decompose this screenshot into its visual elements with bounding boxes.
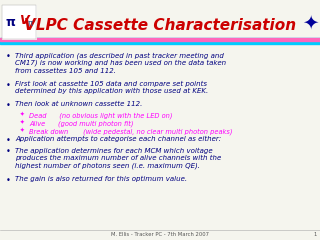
Bar — [2, 5, 36, 39]
Text: ✦: ✦ — [20, 128, 24, 133]
Text: •: • — [5, 52, 11, 61]
Text: •: • — [5, 148, 11, 156]
Text: Application attempts to categorise each channel as either:: Application attempts to categorise each … — [15, 136, 221, 142]
Text: •: • — [5, 136, 11, 145]
Text: ✦: ✦ — [20, 112, 24, 117]
Text: π: π — [5, 16, 15, 29]
Bar — [0, 38, 320, 44]
Text: Dead      (no obvious light with the LED on): Dead (no obvious light with the LED on) — [29, 112, 172, 119]
Text: Third application (as described in past tracker meeting and
CM17) is now working: Third application (as described in past … — [15, 52, 226, 74]
Text: π: π — [28, 19, 33, 29]
Text: Break down       (wide pedestal, no clear multi photon peaks): Break down (wide pedestal, no clear mult… — [29, 128, 233, 135]
Text: •: • — [5, 80, 11, 90]
Text: The gain is also returned for this optimum value.: The gain is also returned for this optim… — [15, 176, 187, 182]
Text: M. Ellis - Tracker PC - 7th March 2007: M. Ellis - Tracker PC - 7th March 2007 — [111, 233, 209, 238]
Text: •: • — [5, 176, 11, 185]
Text: ✦: ✦ — [20, 120, 24, 125]
Text: Then look at unknown cassette 112.: Then look at unknown cassette 112. — [15, 101, 142, 107]
Text: ✦: ✦ — [302, 13, 318, 32]
Bar — [2, 5, 36, 39]
Text: Alive      (good multi photon fit): Alive (good multi photon fit) — [29, 120, 133, 127]
Text: The application determines for each MCM which voltage
produces the maximum numbe: The application determines for each MCM … — [15, 148, 221, 169]
Bar — [0, 38, 320, 41]
Bar — [0, 0, 320, 40]
Text: •: • — [5, 101, 11, 109]
Text: VLPC Cassette Characterisation: VLPC Cassette Characterisation — [24, 18, 296, 32]
Text: 1: 1 — [313, 233, 317, 238]
Text: First look at cassette 105 data and compare set points
determined by this applic: First look at cassette 105 data and comp… — [15, 80, 208, 94]
Text: V: V — [19, 13, 29, 26]
